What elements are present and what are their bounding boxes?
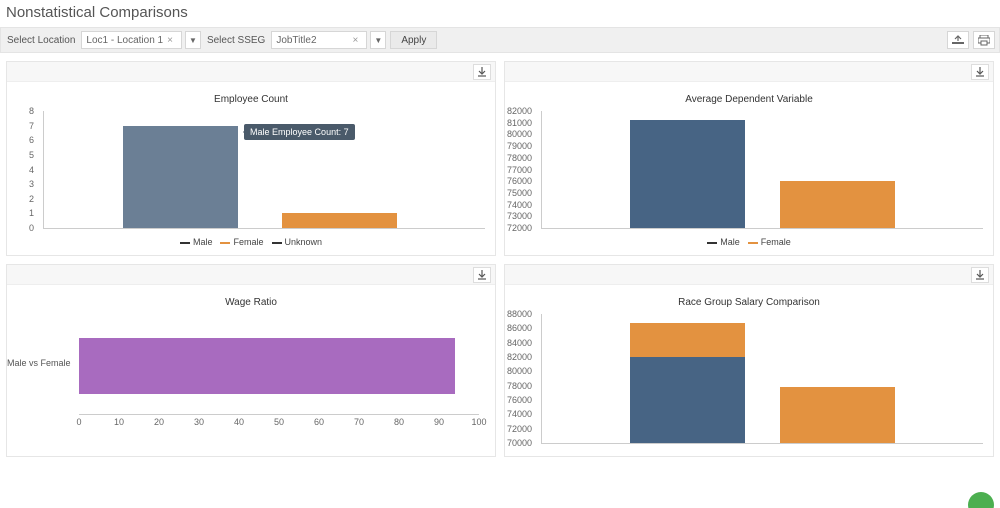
sseg-clear-icon[interactable]: × <box>348 35 362 46</box>
chart-title: Average Dependent Variable <box>505 82 993 105</box>
select-location-label: Select Location <box>5 35 77 46</box>
sseg-value: JobTitle2 <box>276 35 348 46</box>
print-icon[interactable] <box>973 31 995 49</box>
wage-ratio-card: Wage Ratio Male vs Female 01020304050607… <box>6 264 496 457</box>
location-combo[interactable]: Loc1 - Location 1 × <box>81 31 182 49</box>
chart-title: Wage Ratio <box>7 285 495 308</box>
chart-legend: MaleFemaleUnknown <box>7 233 495 255</box>
apply-button[interactable]: Apply <box>390 31 437 49</box>
export-icon[interactable] <box>947 31 969 49</box>
download-icon[interactable] <box>971 64 989 80</box>
chart-bar <box>123 126 238 228</box>
help-fab[interactable] <box>968 492 994 508</box>
wage-ratio-bar <box>79 338 455 394</box>
chart-legend: MaleFemale <box>505 233 993 255</box>
filter-bar: Select Location Loc1 - Location 1 × ▼ Se… <box>0 27 1000 53</box>
chart-bar <box>282 213 397 228</box>
avg-dep-var-plot: 7200073000740007500076000770007800079000… <box>541 111 983 229</box>
download-icon[interactable] <box>473 64 491 80</box>
wage-ratio-category-label: Male vs Female <box>7 358 75 368</box>
race-group-plot: 7000072000740007600078000800008200084000… <box>541 314 983 444</box>
chart-tooltip: Male Employee Count: 7 <box>244 124 355 140</box>
employee-count-card: Employee Count 012345678 Male Employee C… <box>6 61 496 256</box>
select-sseg-label: Select SSEG <box>205 35 267 46</box>
wage-ratio-plot: Male vs Female 0102030405060708090100 <box>79 328 479 428</box>
employee-count-plot: 012345678 Male Employee Count: 7 <box>43 111 485 229</box>
chart-bar <box>780 181 895 228</box>
charts-grid: Employee Count 012345678 Male Employee C… <box>0 53 1000 465</box>
avg-dep-var-card: Average Dependent Variable 7200073000740… <box>504 61 994 256</box>
chart-bar <box>630 120 745 228</box>
chart-bar-segment <box>780 387 895 443</box>
location-value: Loc1 - Location 1 <box>86 35 163 46</box>
chart-bar-segment <box>630 323 745 357</box>
sseg-dropdown-caret[interactable]: ▼ <box>370 31 386 49</box>
download-icon[interactable] <box>971 267 989 283</box>
location-dropdown-caret[interactable]: ▼ <box>185 31 201 49</box>
sseg-combo[interactable]: JobTitle2 × <box>271 31 367 49</box>
chart-title: Employee Count <box>7 82 495 105</box>
location-clear-icon[interactable]: × <box>163 35 177 46</box>
chart-bar-segment <box>630 357 745 443</box>
race-group-card: Race Group Salary Comparison 70000720007… <box>504 264 994 457</box>
download-icon[interactable] <box>473 267 491 283</box>
page-title: Nonstatistical Comparisons <box>0 0 1000 27</box>
chart-title: Race Group Salary Comparison <box>505 285 993 308</box>
